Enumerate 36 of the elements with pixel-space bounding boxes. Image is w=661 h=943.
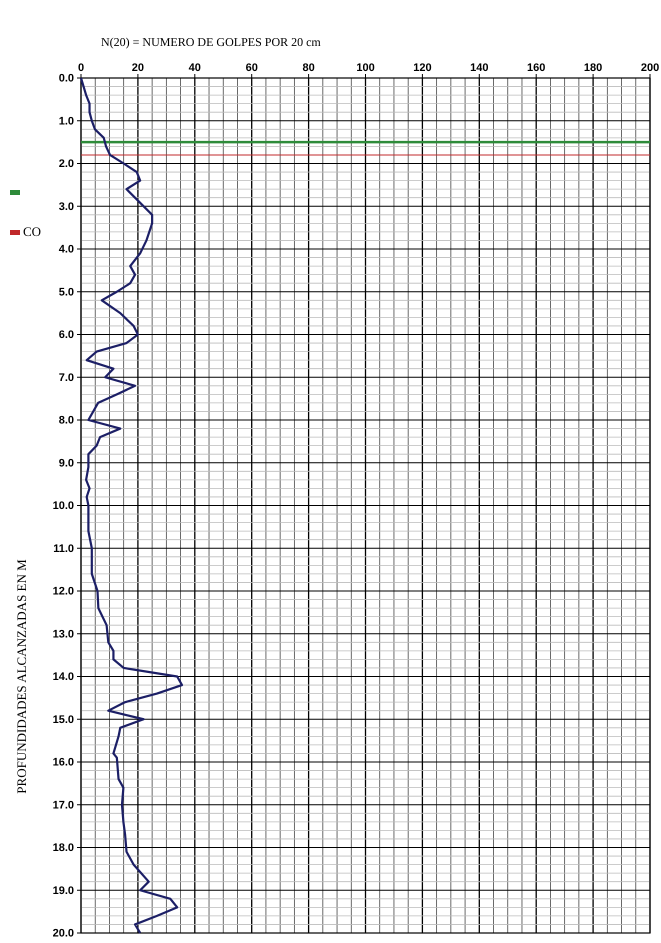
legend-label: CO: [23, 224, 42, 239]
y-tick-label: 5.0: [58, 286, 74, 298]
y-tick-label: 15.0: [52, 714, 74, 726]
y-tick-label: 20.0: [52, 928, 74, 940]
y-tick-label: 7.0: [58, 372, 74, 384]
x-tick-label: 200: [640, 62, 660, 74]
x-tick-label: 100: [356, 62, 375, 74]
y-tick-label: 19.0: [52, 884, 74, 897]
line-series: [80, 76, 184, 934]
x-tick-label: 120: [413, 62, 432, 74]
x-tick-label: 140: [470, 62, 488, 74]
y-tick-label: 13.0: [52, 628, 74, 640]
x-axis-title: N(20) = NUMERO DE GOLPES POR 20 cm: [101, 35, 322, 49]
y-tick-label: 4.0: [58, 244, 74, 256]
y-tick-label: 3.0: [58, 200, 74, 213]
y-axis-title: PROFUNDIDADES ALCANZADAS EN M: [14, 558, 29, 794]
x-tick-label: 160: [527, 62, 546, 74]
y-tick-label: 17.0: [52, 799, 74, 812]
y-tick-label: 10.0: [52, 500, 74, 512]
y-tick-label: 18.0: [52, 842, 74, 854]
y-tick-label: 0.0: [58, 72, 74, 85]
x-tick-label: 0: [78, 62, 84, 74]
x-tick-label: 20: [132, 62, 144, 74]
y-tick-label: 12.0: [52, 586, 74, 598]
x-tick-label: 40: [188, 62, 201, 74]
y-tick-label: 6.0: [58, 329, 74, 342]
y-tick-label: 2.0: [58, 158, 74, 170]
y-tick-label: 11.0: [53, 542, 74, 555]
x-tick-label: 60: [246, 62, 258, 74]
y-tick-label: 1.0: [58, 115, 74, 128]
y-tick-label: 9.0: [58, 457, 74, 470]
x-tick-label: 180: [584, 62, 602, 74]
y-tick-label: 8.0: [58, 414, 74, 427]
y-tick-label: 14.0: [52, 671, 74, 684]
x-tick-label: 80: [302, 62, 315, 74]
y-tick-label: 16.0: [52, 756, 74, 769]
